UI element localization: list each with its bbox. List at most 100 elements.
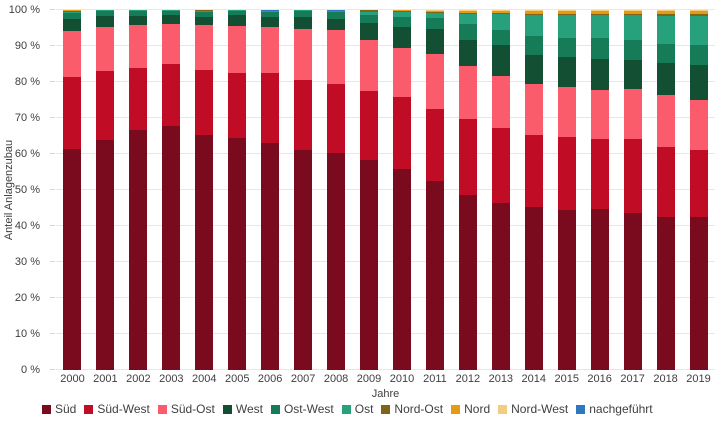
x-axis-title: Jahre xyxy=(371,388,400,400)
bar-segment-Ost-West xyxy=(195,11,214,17)
x-tick-label: 2006 xyxy=(257,373,283,385)
bar-segment-Nord xyxy=(623,10,642,14)
bar-segment-Süd-West xyxy=(261,73,280,144)
legend-label: Ost-West xyxy=(283,402,334,416)
bar-segment-Süd xyxy=(129,129,148,370)
y-tick-mark xyxy=(50,225,55,226)
bar-segment-Ost-West xyxy=(96,11,115,17)
bar-segment-Nord-West xyxy=(590,10,609,11)
bar-segment-West xyxy=(557,57,576,88)
gridline xyxy=(56,225,715,226)
bar-segment-Süd xyxy=(63,148,82,370)
legend-item-Nord: Nord xyxy=(451,402,490,416)
bar-segment-Nord xyxy=(524,10,543,14)
bar-segment-Nord-West xyxy=(491,10,510,11)
bar-segment-Süd-Ost xyxy=(524,84,543,135)
bar-segment-Nord xyxy=(425,10,444,13)
x-tick-label: 2007 xyxy=(290,373,316,385)
bar-segment-Nord-Ost xyxy=(491,13,510,15)
bar-segment-Süd-West xyxy=(491,128,510,204)
bar-segment-Süd-Ost xyxy=(491,75,510,129)
y-tick-mark xyxy=(50,81,55,82)
bar-segment-Süd-West xyxy=(689,150,708,218)
bar-segment-Süd-Ost xyxy=(689,100,708,151)
legend-label: Nord-Ost xyxy=(394,402,444,416)
bar-segment-Süd xyxy=(590,209,609,370)
y-tick-label: 60 % xyxy=(14,148,40,160)
y-tick-label: 80 % xyxy=(14,76,40,88)
bar-segment-Ost-West xyxy=(491,30,510,45)
bar-segment-Süd-Ost xyxy=(392,47,411,97)
bar-segment-Süd xyxy=(96,139,115,370)
bar-2019 xyxy=(689,10,708,370)
bar-segment-Ost xyxy=(590,15,609,39)
bar-segment-Süd-Ost xyxy=(228,25,247,74)
bar-segment-Ost xyxy=(623,15,642,40)
bar-segment-Nord-Ost xyxy=(524,13,543,16)
bar-segment-Nord-West xyxy=(623,10,642,11)
bar-segment-Nord-West xyxy=(458,10,477,11)
bar-segment-nachgeführt xyxy=(261,10,280,11)
x-tick-label: 2001 xyxy=(93,373,118,385)
x-tick-label: 2017 xyxy=(620,373,645,385)
bar-segment-Süd-West xyxy=(96,71,115,140)
y-tick-label: 90 % xyxy=(14,40,40,52)
y-tick-mark xyxy=(50,45,55,46)
bar-segment-Ost xyxy=(392,12,411,17)
gridline xyxy=(56,261,715,262)
bar-segment-West xyxy=(228,15,247,26)
bar-segment-Süd-Ost xyxy=(327,29,346,84)
bar-segment-West xyxy=(392,26,411,48)
bar-segment-West xyxy=(129,16,148,26)
y-tick-mark xyxy=(50,189,55,190)
bar-segment-Ost xyxy=(491,14,510,31)
bar-2017 xyxy=(623,10,642,370)
bar-2008 xyxy=(327,10,346,370)
bar-2018 xyxy=(656,10,675,370)
y-tick-label: 40 % xyxy=(14,220,40,232)
bar-segment-Süd xyxy=(524,207,543,370)
y-tick-mark xyxy=(50,369,55,370)
bar-segment-Süd-Ost xyxy=(360,40,379,92)
legend-swatch-icon xyxy=(270,404,280,414)
bar-segment-West xyxy=(195,16,214,25)
x-tick-label: 2003 xyxy=(159,373,184,385)
bar-segment-Süd-West xyxy=(425,109,444,181)
bar-segment-Nord-West xyxy=(425,10,444,11)
legend-swatch-icon xyxy=(222,404,232,414)
bar-segment-Ost-West xyxy=(261,11,280,18)
bar-segment-Nord-Ost xyxy=(425,12,444,13)
bar-segment-Nord-Ost xyxy=(63,10,82,12)
bar-segment-Ost xyxy=(327,10,346,12)
legend-swatch-icon xyxy=(451,404,461,414)
bar-segment-Süd-West xyxy=(524,134,543,208)
bar-segment-Ost xyxy=(162,10,181,11)
bar-segment-Süd-Ost xyxy=(458,66,477,120)
bar-2014 xyxy=(524,10,543,370)
bar-segment-Süd xyxy=(689,217,708,370)
bar-segment-Nord-Ost xyxy=(557,13,576,16)
bar-segment-Süd xyxy=(261,143,280,370)
y-tick-mark xyxy=(50,153,55,154)
bar-segment-Süd-West xyxy=(162,64,181,126)
legend-item-nachgeführt: nachgeführt xyxy=(576,402,653,416)
bar-segment-Süd-West xyxy=(590,138,609,210)
legend-swatch-icon xyxy=(341,404,351,414)
bar-segment-Nord-Ost xyxy=(458,12,477,14)
bar-segment-West xyxy=(458,39,477,67)
legend-item-Süd-West: Süd-West xyxy=(84,402,150,416)
bar-segment-Ost-West xyxy=(557,38,576,58)
y-tick-label: 70 % xyxy=(14,112,40,124)
bar-segment-nachgeführt xyxy=(327,10,346,11)
bar-segment-Süd xyxy=(294,150,313,370)
bar-2009 xyxy=(360,10,379,370)
gridline xyxy=(56,333,715,334)
bar-segment-Süd-Ost xyxy=(63,30,82,77)
bar-segment-West xyxy=(491,44,510,76)
y-tick-label: 50 % xyxy=(14,184,40,196)
bar-segment-Süd xyxy=(623,212,642,370)
x-tick-label: 2000 xyxy=(60,373,85,385)
bar-segment-Ost-West xyxy=(162,10,181,15)
bar-segment-Süd-West xyxy=(557,137,576,211)
